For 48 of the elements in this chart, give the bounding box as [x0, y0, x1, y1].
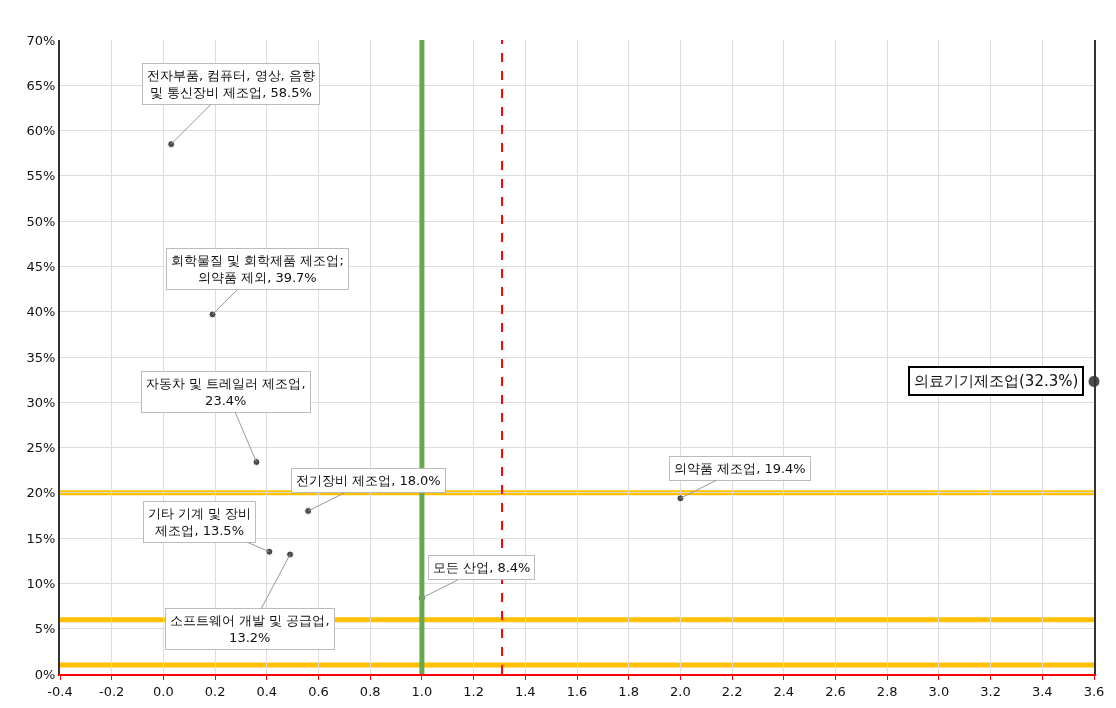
data-label: 회학물질 및 회학제품 제조업; 의약품 제외, 39.7%	[171, 253, 344, 285]
data-label: 모든 산업, 8.4%	[433, 560, 531, 575]
x-tick-label: 2.8	[876, 683, 898, 699]
y-tick-label: 65%	[26, 77, 56, 93]
data-label: 전자부품, 컴퓨터, 영상, 음향 및 통신장비 제조업, 58.5%	[147, 68, 315, 100]
x-tick-label: 1.2	[463, 683, 484, 699]
y-tick-label: 35%	[26, 349, 56, 365]
y-tick-label: 70%	[26, 32, 56, 48]
data-label: 기타 기계 및 장비 제조업, 13.5%	[148, 506, 252, 538]
data-label: 전기장비 제조업, 18.0%	[296, 473, 441, 488]
y-tick-label: 30%	[26, 394, 56, 410]
x-tick-label: 0.4	[256, 683, 278, 699]
x-tick-label: 3.2	[980, 683, 1001, 699]
y-tick-label: 50%	[26, 213, 56, 229]
x-tick-label: 2.6	[825, 683, 846, 699]
x-tick-label: 1.0	[411, 683, 433, 699]
y-tick-label: 20%	[26, 485, 56, 501]
y-tick-label: 25%	[26, 440, 56, 456]
y-tick-label: 45%	[26, 258, 56, 274]
x-tick-label: 1.8	[618, 683, 640, 699]
y-tick-label: 5%	[34, 621, 56, 637]
x-tick-label: 0.0	[153, 683, 174, 699]
y-tick-label: 40%	[26, 304, 56, 320]
x-tick-label: -0.4	[47, 683, 73, 699]
x-tick-label: 3.6	[1083, 683, 1105, 699]
data-label: 소프트웨어 개발 및 공급업, 13.2%	[170, 613, 330, 645]
data-label: 의약품 제조업, 19.4%	[674, 461, 806, 476]
point	[676, 494, 685, 503]
y-tick-label: 15%	[26, 530, 56, 546]
x-tick-label: 3.4	[1031, 683, 1053, 699]
x-tick-label: -0.2	[99, 683, 125, 699]
x-tick-label: 0.8	[359, 683, 381, 699]
y-tick-label: 0%	[34, 666, 56, 682]
data-label: 의료기기제조업(32.3%)	[914, 372, 1079, 390]
y-tick-label: 10%	[26, 575, 56, 591]
point	[252, 458, 261, 467]
y-tick-label: 60%	[26, 123, 56, 139]
x-tick-label: 3.0	[928, 683, 950, 699]
x-tick-label: 2.2	[721, 683, 743, 699]
y-tick-label: 55%	[26, 168, 56, 184]
point	[208, 310, 217, 319]
data-label: 자동차 및 트레일러 제조업, 23.4%	[146, 376, 306, 408]
x-tick-label: 2.0	[670, 683, 691, 699]
x-tick-label: 0.6	[308, 683, 329, 699]
x-tick-label: 1.6	[566, 683, 588, 699]
x-tick-label: 0.2	[204, 683, 226, 699]
x-tick-label: 2.4	[773, 683, 795, 699]
x-tick-label: 1.4	[514, 683, 536, 699]
